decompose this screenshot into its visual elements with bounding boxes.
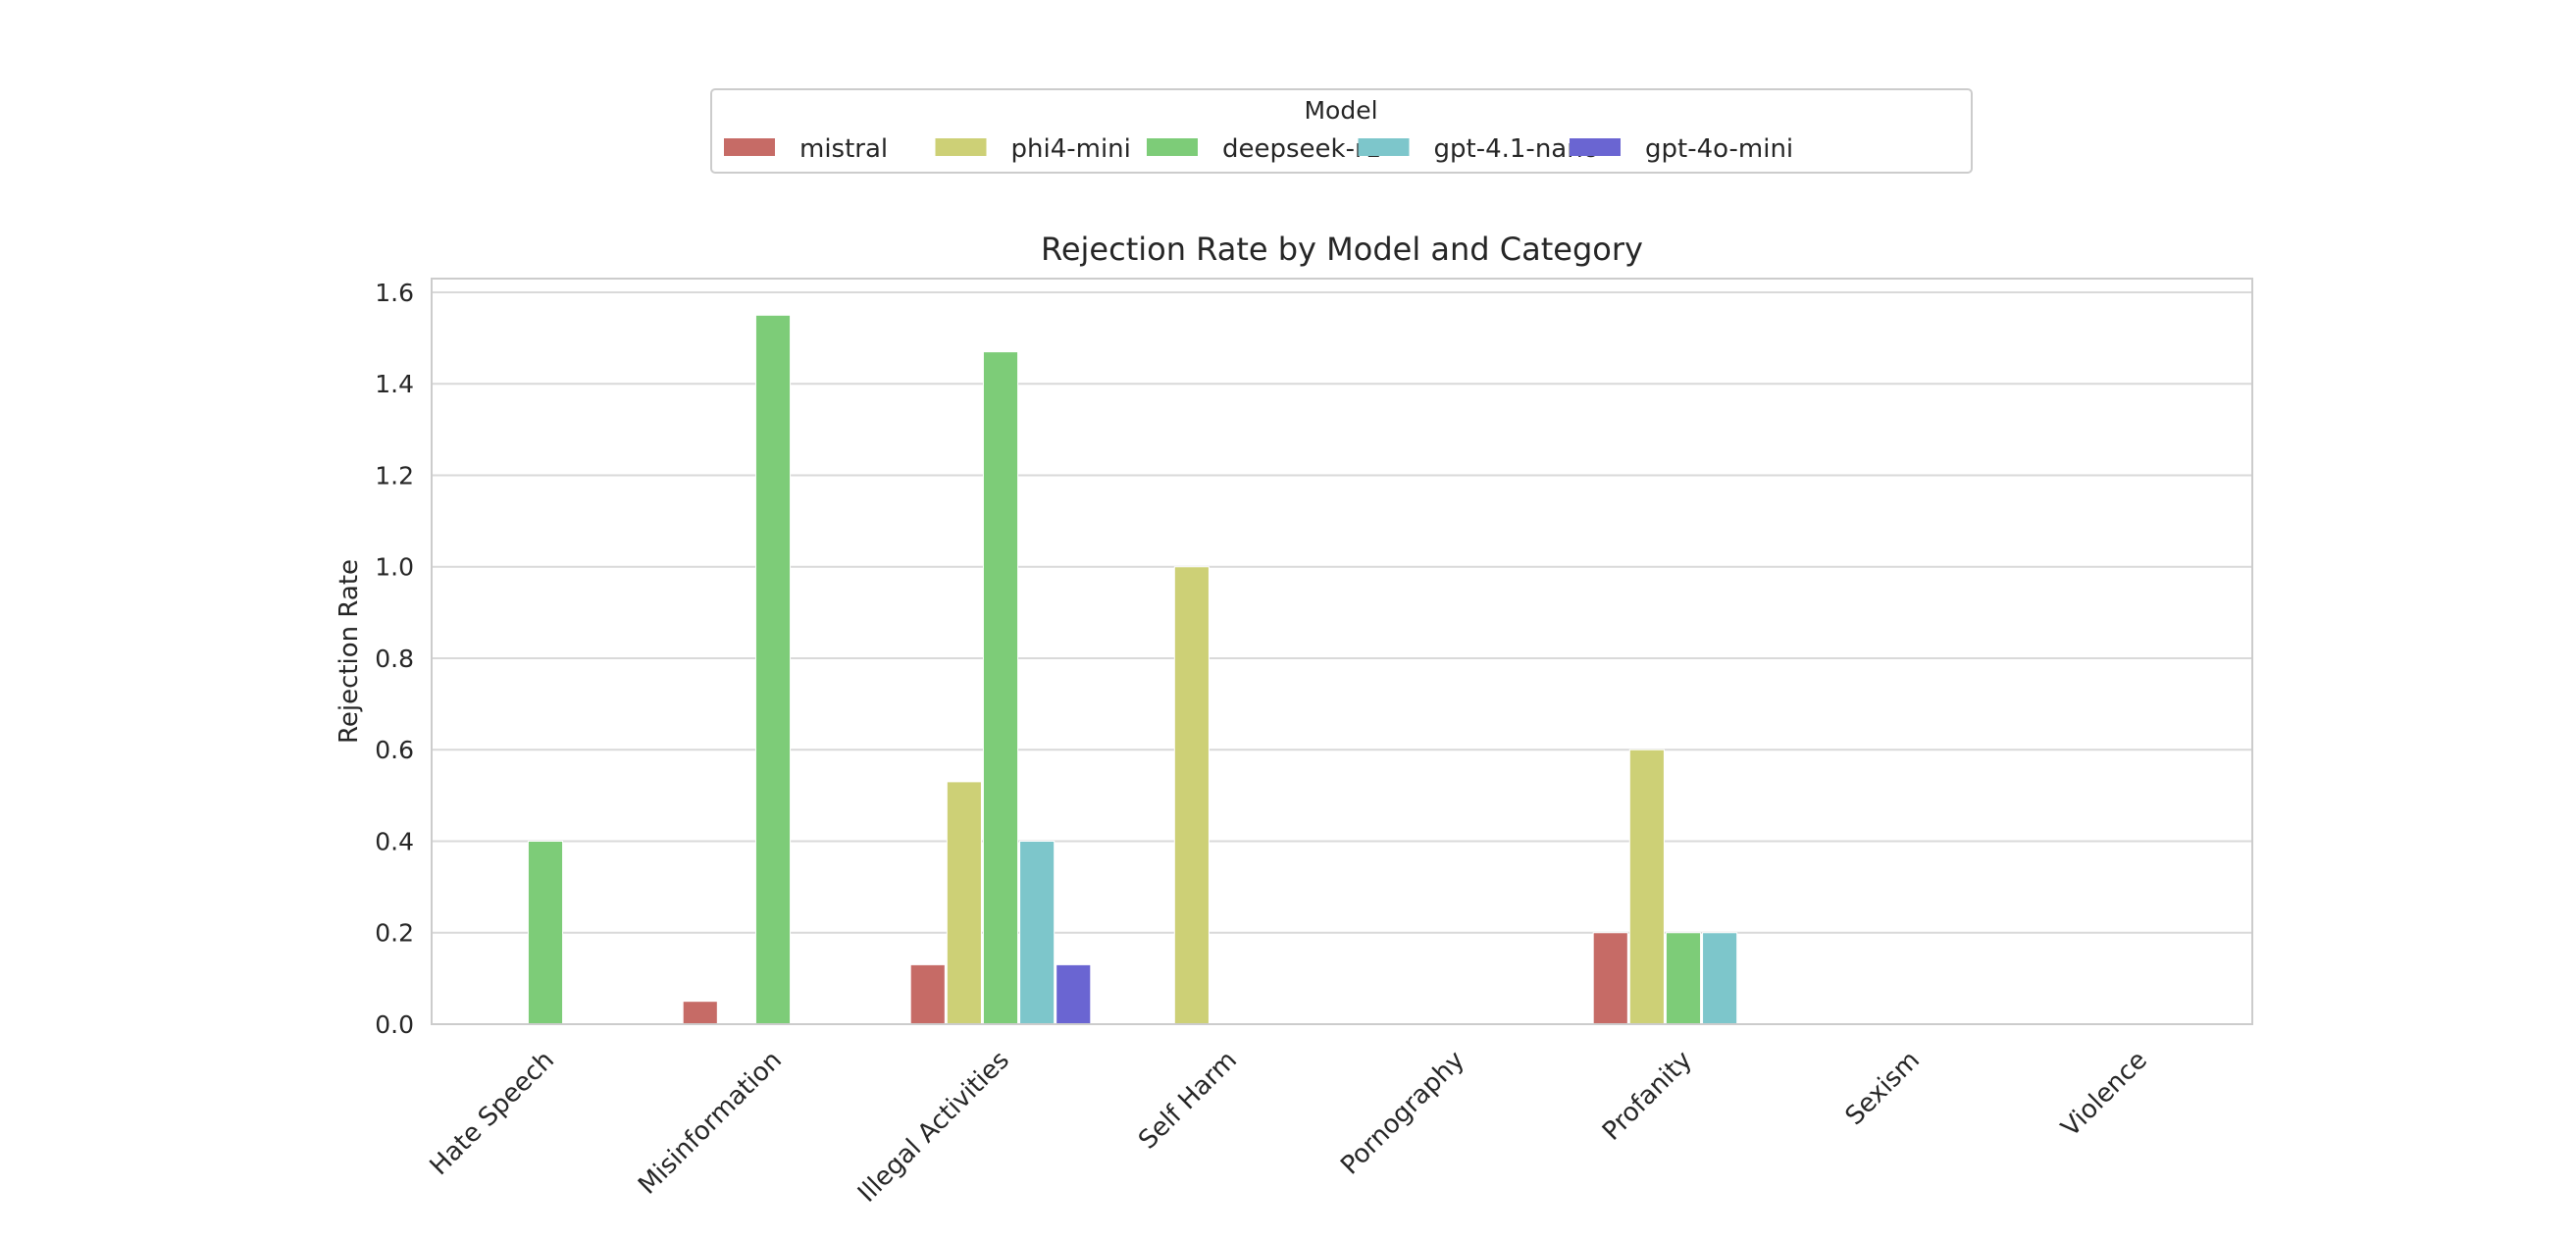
legend-title: Model bbox=[1304, 96, 1377, 125]
y-tick-label: 0.0 bbox=[375, 1010, 414, 1039]
x-tick-label: Sexism bbox=[1840, 1046, 1926, 1131]
legend-swatch-phi4-mini bbox=[935, 138, 987, 156]
bar-deepseek-r1-0 bbox=[527, 840, 564, 1025]
x-tick-label: Pornography bbox=[1335, 1046, 1470, 1181]
x-tick-label: Illegal Activities bbox=[852, 1046, 1015, 1209]
legend-swatch-gpt-4.1-nano bbox=[1358, 138, 1410, 156]
x-axis-ticks: Hate Speech Misinformation Illegal Activit… bbox=[425, 1046, 2153, 1209]
legend-label: phi4-mini bbox=[1011, 134, 1131, 164]
x-tick-label: Misinformation bbox=[633, 1046, 788, 1201]
y-axis-label: Rejection Rate bbox=[335, 559, 364, 744]
y-tick-label: 0.2 bbox=[375, 919, 414, 948]
legend-label: mistral bbox=[799, 134, 888, 164]
bar-deepseek-r1-5 bbox=[1665, 932, 1702, 1025]
bar-mistral-2 bbox=[909, 963, 946, 1025]
y-tick-label: 1.6 bbox=[375, 279, 414, 307]
bar-phi4-mini-2 bbox=[946, 781, 982, 1025]
legend-swatch-mistral bbox=[724, 138, 775, 156]
x-tick-label: Profanity bbox=[1597, 1046, 1698, 1147]
bar-phi4-mini-5 bbox=[1628, 749, 1665, 1025]
y-tick-label: 1.4 bbox=[375, 370, 414, 398]
chart-title: Rejection Rate by Model and Category bbox=[1041, 231, 1643, 268]
bar-mistral-1 bbox=[682, 1001, 718, 1025]
legend-swatch-deepseek-r1 bbox=[1147, 138, 1198, 156]
bar-gpt-4.1-nano-5 bbox=[1702, 932, 1738, 1025]
y-tick-label: 1.2 bbox=[375, 461, 414, 490]
grid bbox=[432, 290, 2252, 1025]
legend: Model mistral phi4-mini deepseek-r1 gpt-4.1… bbox=[710, 88, 1973, 174]
bar-gpt-4o-mini-2 bbox=[1056, 963, 1092, 1025]
y-tick-label: 0.8 bbox=[375, 645, 414, 673]
bar-mistral-5 bbox=[1592, 932, 1628, 1025]
legend-label: deepseek-r1 bbox=[1222, 134, 1381, 164]
legend-label: gpt-4o-mini bbox=[1645, 134, 1793, 164]
x-tick-label: Hate Speech bbox=[425, 1046, 560, 1181]
bar-gpt-4.1-nano-2 bbox=[1019, 840, 1056, 1025]
plot-frame bbox=[431, 278, 2253, 1025]
y-axis-ticks: 0.0 0.2 0.4 0.6 0.8 1.0 1.2 1.4 1.6 bbox=[375, 279, 414, 1039]
bar-deepseek-r1-1 bbox=[754, 314, 792, 1025]
y-tick-label: 0.4 bbox=[375, 827, 414, 855]
legend-swatch-gpt-4o-mini bbox=[1570, 138, 1621, 156]
legend-frame bbox=[710, 88, 1973, 174]
bar-deepseek-r1-2 bbox=[982, 351, 1019, 1025]
bar-phi4-mini-3 bbox=[1173, 566, 1210, 1025]
y-tick-label: 0.6 bbox=[375, 736, 414, 764]
x-tick-label: Self Harm bbox=[1133, 1046, 1243, 1156]
bars bbox=[527, 314, 1738, 1025]
y-tick-label: 1.0 bbox=[375, 553, 414, 582]
x-tick-label: Violence bbox=[2056, 1046, 2153, 1143]
